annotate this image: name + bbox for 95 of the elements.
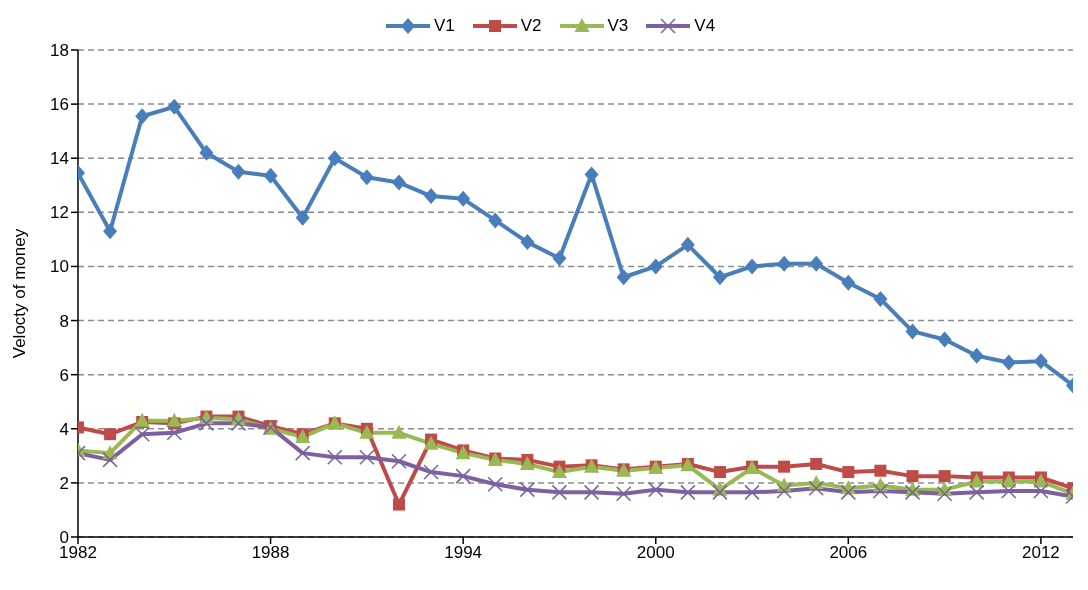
point	[680, 484, 696, 501]
y-tick-label: 8	[59, 311, 69, 331]
point	[135, 108, 150, 125]
y-tick-label: 2	[59, 473, 69, 493]
point	[1001, 354, 1016, 371]
point	[294, 445, 311, 461]
y-tick-label: 14	[50, 149, 69, 169]
legend-label: V4	[694, 16, 716, 36]
x-tick-label: 1988	[251, 543, 290, 563]
point	[1033, 353, 1048, 370]
point	[134, 426, 150, 442]
point	[198, 415, 215, 432]
point	[969, 347, 984, 364]
point	[745, 258, 760, 275]
point	[391, 174, 406, 191]
y-tick-label: 16	[50, 95, 69, 115]
point	[231, 163, 246, 180]
point	[778, 460, 791, 473]
point	[423, 435, 439, 450]
point	[134, 412, 150, 427]
y-tick-label: 6	[59, 365, 69, 385]
x-tick-label: 1982	[59, 543, 97, 563]
point	[647, 481, 664, 498]
point	[713, 466, 726, 479]
point	[712, 269, 727, 286]
point	[938, 470, 951, 483]
point	[810, 457, 823, 470]
point	[616, 269, 631, 286]
point	[359, 424, 375, 439]
point	[648, 258, 663, 275]
legend-label: V3	[607, 16, 629, 36]
y-axis-title: Velocty of money	[10, 228, 30, 359]
point	[936, 485, 953, 502]
y-tick-label: 18	[50, 41, 69, 61]
point	[551, 464, 567, 479]
point	[1033, 483, 1049, 499]
point	[519, 481, 536, 498]
point	[391, 453, 407, 469]
point	[809, 255, 824, 272]
point	[392, 498, 405, 511]
point	[455, 468, 471, 484]
point	[327, 449, 343, 465]
point	[1001, 483, 1017, 499]
point	[968, 484, 985, 501]
point	[551, 484, 568, 501]
point	[103, 223, 118, 240]
y-tick-label: 12	[50, 203, 69, 223]
x-tick-label: 2000	[636, 543, 675, 563]
point	[873, 290, 888, 307]
point	[456, 190, 471, 207]
point	[327, 150, 342, 167]
point	[423, 464, 439, 480]
point	[584, 166, 599, 183]
point	[424, 188, 439, 205]
point	[230, 415, 247, 432]
point	[167, 98, 182, 115]
point	[104, 428, 117, 441]
point	[391, 424, 407, 439]
point	[680, 236, 695, 253]
point	[744, 484, 760, 501]
y-tick-label: 10	[50, 257, 69, 277]
x-tick-label: 2006	[829, 543, 868, 563]
point	[777, 255, 792, 272]
x-tick-label: 2012	[1021, 543, 1060, 563]
point	[166, 425, 183, 441]
point	[872, 483, 889, 499]
legend-label: V2	[520, 16, 542, 36]
point	[359, 169, 374, 186]
point	[583, 484, 600, 501]
y-tick-label: 4	[59, 419, 69, 439]
point	[295, 209, 310, 226]
point	[776, 483, 792, 499]
point	[906, 470, 919, 483]
point	[519, 455, 535, 470]
point	[263, 167, 278, 184]
point	[615, 485, 632, 502]
point	[359, 449, 375, 465]
point	[166, 412, 182, 427]
point	[842, 466, 855, 479]
x-tick-label: 1994	[444, 543, 483, 563]
point	[937, 331, 952, 348]
point	[808, 480, 824, 497]
point	[840, 484, 857, 501]
point	[102, 452, 118, 468]
point	[488, 212, 503, 229]
point	[487, 476, 504, 492]
point	[904, 484, 921, 501]
point	[712, 484, 728, 501]
point	[552, 250, 567, 267]
point	[841, 274, 856, 291]
point	[520, 234, 535, 251]
point	[905, 323, 920, 340]
point	[199, 144, 214, 161]
legend-label: V1	[433, 16, 455, 36]
point	[874, 464, 887, 477]
